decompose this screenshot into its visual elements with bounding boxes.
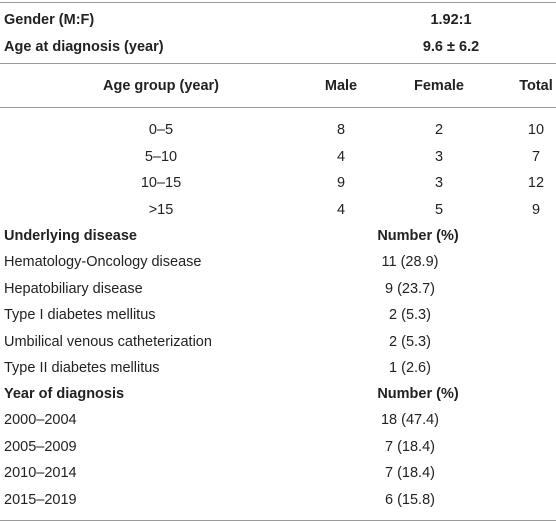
header-rule: [0, 107, 556, 108]
row-label: Hematology-Oncology disease: [4, 254, 202, 271]
column-header: Age group (year): [102, 78, 220, 94]
row-label: 2000–2004: [4, 412, 77, 429]
row-label: Type II diabetes mellitus: [4, 360, 160, 376]
row-label: Umbilical venous catheterization: [4, 333, 212, 350]
bottom-rule: [0, 520, 556, 521]
top-rule: [0, 2, 556, 3]
table-cell: 10: [527, 122, 545, 138]
column-header: Female: [414, 78, 464, 94]
table-cell: 3: [434, 175, 444, 191]
table-cell: 4: [336, 201, 346, 218]
row-label: Hepatobiliary disease: [4, 280, 143, 297]
table-cell: 2: [434, 122, 444, 138]
row-label: Type I diabetes mellitus: [4, 307, 156, 324]
rule: [0, 63, 556, 64]
row-value: 6 (15.8): [385, 491, 435, 508]
row-value: 1 (2.6): [389, 360, 431, 376]
table-cell: 5: [434, 201, 444, 218]
section-header: Number (%): [377, 228, 459, 244]
table-cell: 0–5: [148, 122, 174, 138]
table-cell: 9: [336, 175, 346, 191]
section-header: Underlying disease: [4, 228, 137, 244]
table-cell: >15: [148, 201, 174, 218]
row-value: 9 (23.7): [385, 280, 435, 297]
row-value: 7 (18.4): [385, 465, 435, 482]
row-label: 2005–2009: [4, 438, 77, 455]
table-cell: 12: [527, 175, 545, 191]
table-cell: 5–10: [144, 148, 178, 165]
section-header: Year of diagnosis: [4, 386, 125, 402]
row-value: 2 (5.3): [389, 307, 431, 324]
summary-value: 9.6 ± 6.2: [422, 39, 480, 55]
row-value: 7 (18.4): [385, 438, 435, 455]
row-value: 11 (28.9): [381, 254, 439, 271]
column-header: Male: [324, 78, 358, 94]
summary-value: 1.92:1: [430, 12, 472, 28]
column-header: Total: [519, 78, 553, 94]
table-cell: 9: [531, 201, 541, 218]
row-value: 2 (5.3): [389, 333, 431, 350]
table-cell: 10–15: [140, 175, 182, 191]
row-label: 2015–2019: [4, 491, 77, 508]
summary-label: Gender (M:F): [4, 12, 95, 28]
section-header: Number (%): [377, 386, 459, 402]
summary-label: Age at diagnosis (year): [4, 39, 164, 55]
table-cell: 8: [336, 122, 346, 138]
table-cell: 7: [531, 148, 541, 165]
table-cell: 4: [336, 148, 346, 165]
row-value: 18 (47.4): [380, 412, 440, 429]
row-label: 2010–2014: [4, 465, 77, 482]
table-cell: 3: [434, 148, 444, 165]
